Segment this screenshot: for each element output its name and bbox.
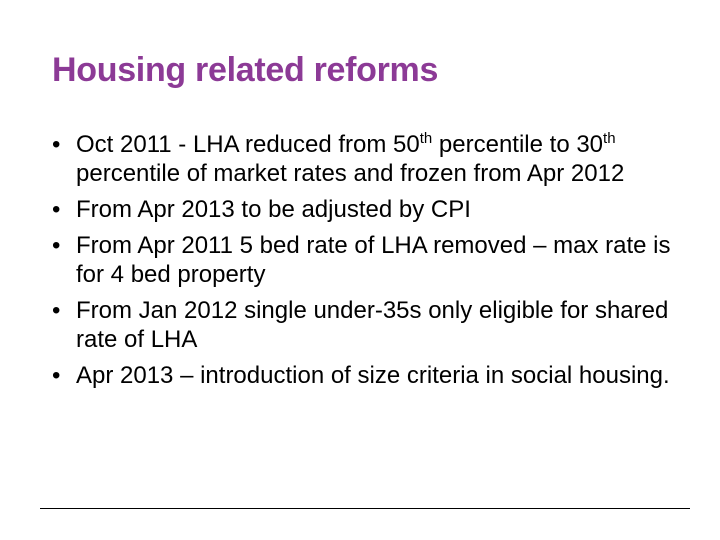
ordinal-suffix: th <box>603 130 616 147</box>
ordinal-suffix: th <box>419 130 433 147</box>
bullet-item: • Apr 2013 – introduction of size criteri… <box>52 361 692 390</box>
bullet-marker: • <box>52 131 61 158</box>
bullet-list: • Oct 2011 - LHA reduced from 50th percen… <box>52 130 692 397</box>
slide-title: Housing related reforms <box>52 51 439 89</box>
bullet-item: • From Jan 2012 single under-35s only eli… <box>52 296 692 354</box>
bullet-text: From Apr 2013 to be adjusted by CPI <box>76 196 471 223</box>
bottom-divider <box>40 508 690 509</box>
bullet-marker: • <box>52 362 61 389</box>
bullet-text: percentile of market rates and frozen fr… <box>76 160 625 187</box>
bullet-text: percentile to 30 <box>432 131 604 158</box>
bullet-text: Apr 2013 – introduction of size criteria… <box>76 362 670 389</box>
bullet-item: • From Apr 2013 to be adjusted by CPI <box>52 195 692 224</box>
bullet-marker: • <box>52 232 61 259</box>
bullet-item: • From Apr 2011 5 bed rate of LHA removed… <box>52 231 692 289</box>
bullet-text: From Jan 2012 single under-35s only elig… <box>76 297 669 353</box>
bullet-text: Oct 2011 - LHA reduced from 50 <box>76 131 420 158</box>
bullet-marker: • <box>52 297 61 324</box>
bullet-item: • Oct 2011 - LHA reduced from 50th percen… <box>52 130 692 188</box>
bullet-text: From Apr 2011 5 bed rate of LHA removed … <box>76 232 671 288</box>
bullet-marker: • <box>52 196 61 223</box>
